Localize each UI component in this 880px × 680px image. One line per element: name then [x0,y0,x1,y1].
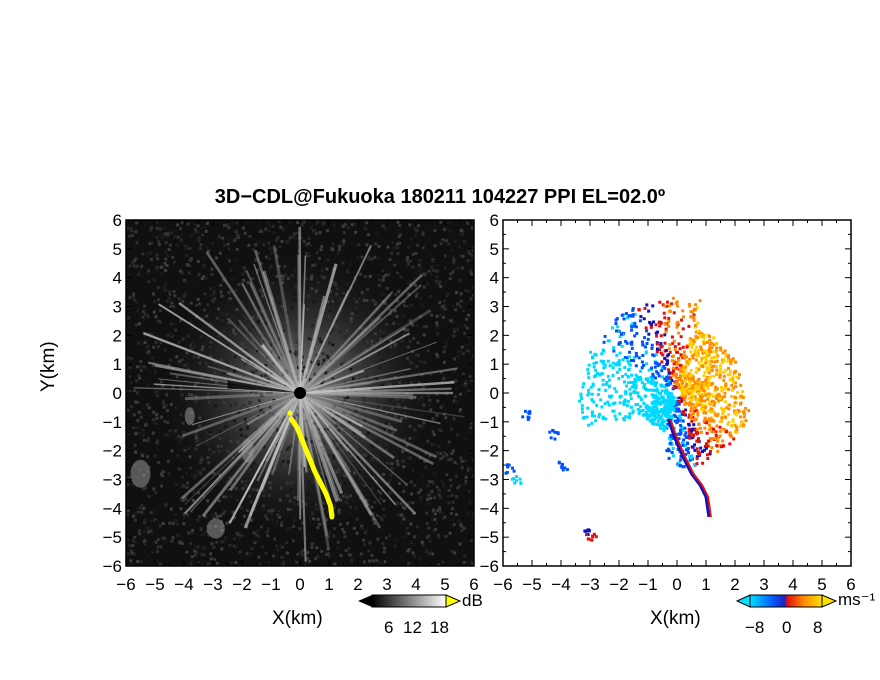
x-tick-label: −1 [261,575,280,594]
x-tick-label: 5 [817,575,826,594]
x-tick-label: 6 [846,575,855,594]
y-tick-label: 1 [113,355,122,374]
velocity-colorbar [735,594,838,608]
y-tick-label: 3 [490,298,499,317]
plume-echo [288,416,335,520]
x-tick-label: −4 [551,575,570,594]
intensity-colorbar-tick: 18 [430,618,449,637]
y-tick-label: 4 [490,269,499,288]
x-tick-label: −6 [493,575,512,594]
intensity-colorbar [358,594,462,608]
y-tick-label: −5 [480,528,499,547]
x-tick-label: −2 [609,575,628,594]
x-tick-label: 4 [788,575,797,594]
x-tick-label: −3 [580,575,599,594]
y-tick-label: −2 [103,442,122,461]
y-tick-label: 5 [113,240,122,259]
y-tick-label: 5 [490,240,499,259]
x-tick-label: −4 [174,575,193,594]
y-tick-label: −4 [103,499,122,518]
x-tick-label: 3 [382,575,391,594]
x-tick-label: −5 [522,575,541,594]
x-tick-label: −6 [116,575,135,594]
x-tick-label: −2 [232,575,251,594]
y-tick-label: 0 [113,384,122,403]
y-tick-label: −4 [480,499,499,518]
y-tick-label: −1 [480,413,499,432]
velocity-colorbar-tick: 8 [813,618,823,637]
y-tick-label: 3 [113,298,122,317]
x-tick-label: 0 [672,575,681,594]
y-tick-label: −3 [103,471,122,490]
x-axis-label-right: X(km) [650,608,701,629]
y-tick-label: −1 [103,413,122,432]
y-tick-label: −5 [103,528,122,547]
intensity-colorbar-tick: 6 [384,618,394,637]
velocity-colorbar-tick: −8 [745,618,765,637]
velocity-colorbar-unit: ms⁻¹ [838,590,876,609]
y-tick-label: 6 [113,211,122,230]
right-panel-velocity-field [504,296,751,542]
x-tick-label: −5 [145,575,164,594]
y-tick-label: 6 [490,211,499,230]
y-tick-label: 4 [113,269,122,288]
x-tick-label: −3 [203,575,222,594]
y-tick-label: 1 [490,355,499,374]
x-tick-label: 2 [353,575,362,594]
left-panel-intensity-field [126,220,474,566]
x-tick-label: 5 [440,575,449,594]
y-tick-label: −6 [103,557,122,576]
x-tick-label: 3 [759,575,768,594]
y-tick-label: 2 [490,326,499,345]
intensity-colorbar-unit: dB [462,591,483,610]
x-tick-label: 1 [701,575,710,594]
x-tick-label: 4 [411,575,420,594]
left-axis-ticks: −6 −5 −4 −3 −2 −1 0 1 2 3 4 5 6 6 5 4 3 2 1 0 −1 −2 −3 −4 −5 −6 [103,211,479,594]
x-tick-label: 2 [730,575,739,594]
x-axis-label-left: X(km) [272,608,323,629]
intensity-colorbar-tick: 12 [403,618,422,637]
y-tick-label: −3 [480,471,499,490]
y-tick-label: −6 [480,557,499,576]
y-tick-label: 0 [490,384,499,403]
right-axis-ticks: −6 −5 −4 −3 −2 −1 0 1 2 3 4 5 6 6 5 4 3 2 1 0 −1 −2 −3 −4 −5 −6 [480,211,856,594]
x-tick-label: 6 [469,575,478,594]
y-tick-label: 2 [113,326,122,345]
x-tick-label: 1 [324,575,333,594]
velocity-colorbar-tick: 0 [782,618,792,637]
x-tick-label: 0 [295,575,304,594]
x-tick-label: −1 [638,575,657,594]
y-tick-label: −2 [480,442,499,461]
chart-title: 3D−CDL@Fukuoka 180211 104227 PPI EL=02.0… [214,186,666,208]
